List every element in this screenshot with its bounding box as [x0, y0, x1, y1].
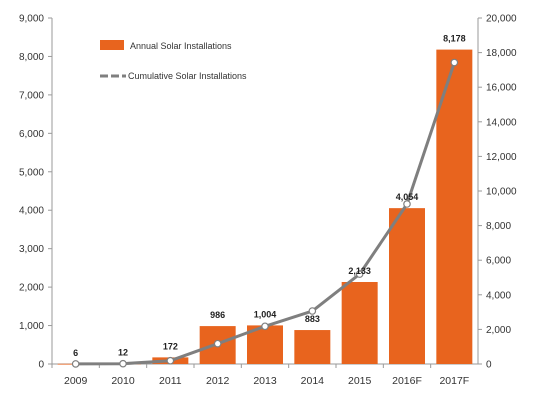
bar-data-label: 6 — [73, 348, 78, 358]
bar-data-label: 4,054 — [396, 192, 419, 202]
x-tick-label: 2015 — [348, 375, 372, 387]
y-right-tick-label: 2,000 — [486, 325, 511, 336]
legend: Annual Solar Installations Cumulative Sol… — [100, 40, 247, 81]
cumulative-point-2016F — [403, 200, 411, 208]
x-tick-label: 2012 — [206, 375, 230, 387]
cumulative-point-2013 — [261, 322, 269, 331]
y-right-tick-label: 4,000 — [486, 290, 511, 301]
x-tick-label: 2013 — [253, 375, 277, 387]
y-right-tick-label: 10,000 — [486, 187, 517, 198]
legend-label-cumulative: Cumulative Solar Installations — [128, 71, 247, 81]
y-left-tick-label: 9,000 — [19, 14, 44, 25]
y-left-tick-label: 6,000 — [19, 129, 44, 140]
bar-annual-2015 — [341, 281, 378, 364]
bar-annual-2014 — [294, 330, 331, 364]
x-tick-label: 2014 — [301, 375, 325, 387]
y-left-tick-label: 7,000 — [19, 90, 44, 101]
cumulative-point-2011 — [166, 356, 175, 365]
bar-data-label: 1,004 — [254, 309, 277, 319]
cumulative-point-2012 — [213, 339, 222, 348]
x-tick-label: 2011 — [159, 375, 182, 387]
y-right-tick-label: 8,000 — [486, 221, 511, 232]
y-right-tick-label: 20,000 — [486, 14, 517, 25]
data-labels-group: 6 12 172 986 1,004 883 2,133 4,054 8,178 — [73, 34, 465, 358]
bar-data-label: 2,133 — [348, 266, 371, 276]
y-left-tick-label: 1,000 — [19, 321, 44, 332]
y-right-tick-label: 12,000 — [486, 152, 517, 163]
bar-annual-2016F — [389, 208, 425, 364]
line-group — [71, 58, 459, 368]
legend-swatch-annual — [100, 40, 124, 50]
y-right-tick-label: 16,000 — [486, 83, 517, 94]
x-tick-label: 2009 — [64, 375, 88, 387]
x-tick-label: 2017F — [439, 375, 469, 387]
y-left-tick-label: 2,000 — [19, 283, 44, 294]
cumulative-point-2017F — [450, 58, 459, 67]
y-right-tick-label: 0 — [486, 360, 492, 371]
y-left-tick-label: 5,000 — [19, 167, 44, 178]
cumulative-point-2014 — [308, 307, 317, 315]
y-left-tick-label: 4,000 — [19, 206, 44, 217]
bar-data-label: 172 — [163, 341, 178, 351]
y-right-tick-label: 18,000 — [486, 48, 517, 59]
bar-data-label: 883 — [305, 314, 320, 324]
y-left-tick-label: 3,000 — [19, 244, 44, 255]
bar-data-label: 8,178 — [443, 34, 466, 44]
cumulative-point-2009 — [71, 360, 80, 368]
bar-data-label: 986 — [210, 310, 225, 320]
x-tick-label: 2016F — [392, 375, 422, 387]
y-right-tick-label: 6,000 — [486, 256, 511, 267]
legend-label-annual: Annual Solar Installations — [130, 41, 232, 51]
y-right-tick-label: 14,000 — [486, 117, 517, 128]
bar-data-label: 12 — [118, 348, 128, 358]
x-tick-label: 2010 — [111, 375, 135, 387]
y-left-tick-label: 8,000 — [19, 52, 44, 63]
cumulative-point-2015 — [355, 270, 364, 278]
y-left-tick-label: 0 — [38, 360, 44, 371]
cumulative-point-2010 — [119, 359, 127, 368]
